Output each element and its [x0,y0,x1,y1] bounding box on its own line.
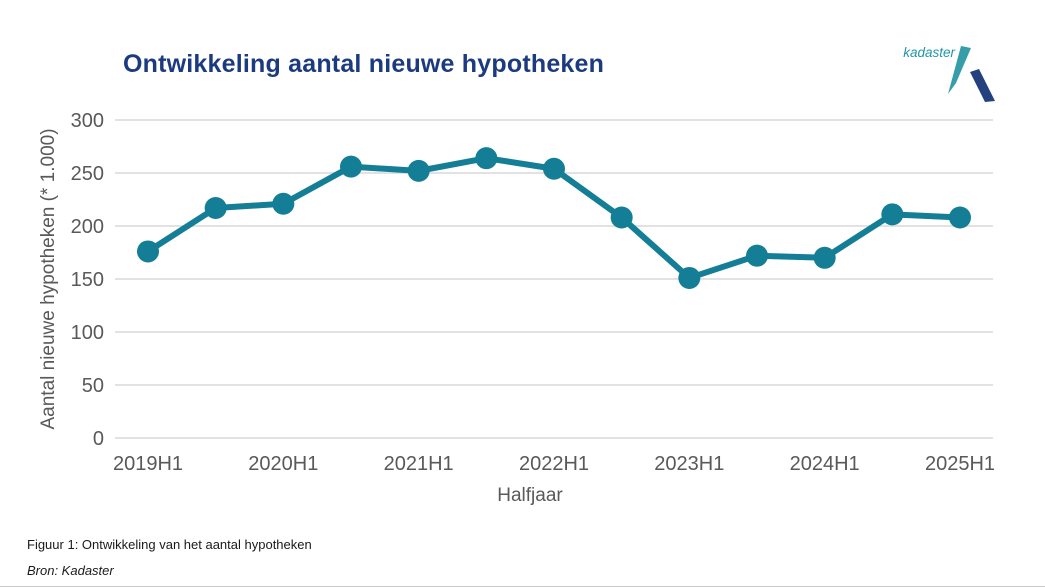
data-point [610,206,633,229]
kadaster-logo-stroke-icon [970,69,995,102]
kadaster-logo-wedge-icon [948,46,971,94]
y-tick-label: 200 [71,216,104,238]
x-tick-label: 2022H1 [519,453,589,475]
data-point [678,266,701,289]
y-axis-title: Aantal nieuwe hypotheken (* 1.000) [38,128,59,429]
source-caption: Bron: Kadaster [27,563,114,578]
data-point [475,147,498,170]
figure-caption: Figuur 1: Ontwikkeling van het aantal hy… [27,537,312,552]
y-tick-label: 100 [71,322,104,344]
y-tick-label: 300 [71,110,104,132]
data-point [543,157,565,180]
kadaster-logo-text: kadaster [903,45,955,60]
data-point [272,192,295,215]
data-point [204,196,227,219]
data-point [340,155,362,178]
y-tick-label: 150 [71,269,104,291]
data-point [813,246,836,269]
y-tick-label: 250 [71,163,104,185]
data-point [881,203,904,226]
x-tick-label: 2021H1 [384,453,454,475]
x-tick-label: 2024H1 [790,453,860,475]
x-tick-label: 2019H1 [113,453,183,475]
x-tick-label: 2025H1 [925,453,995,475]
line-chart: 0 50 100 150 200 250 300 2019H1 2020H1 2021H1 2022… [38,110,995,506]
y-tick-label: 0 [93,428,104,450]
x-tick-label: 2020H1 [248,453,318,475]
y-tick-label: 50 [82,375,104,397]
data-point [407,159,430,182]
data-point [949,206,971,229]
data-point [746,244,768,267]
x-axis-title: Halfjaar [497,485,563,506]
bottom-divider [0,586,1045,587]
data-point [137,240,159,263]
x-tick-label: 2023H1 [654,453,724,475]
chart-title: Ontwikkeling aantal nieuwe hypotheken [123,50,605,78]
kadaster-logo: kadaster [903,45,995,102]
